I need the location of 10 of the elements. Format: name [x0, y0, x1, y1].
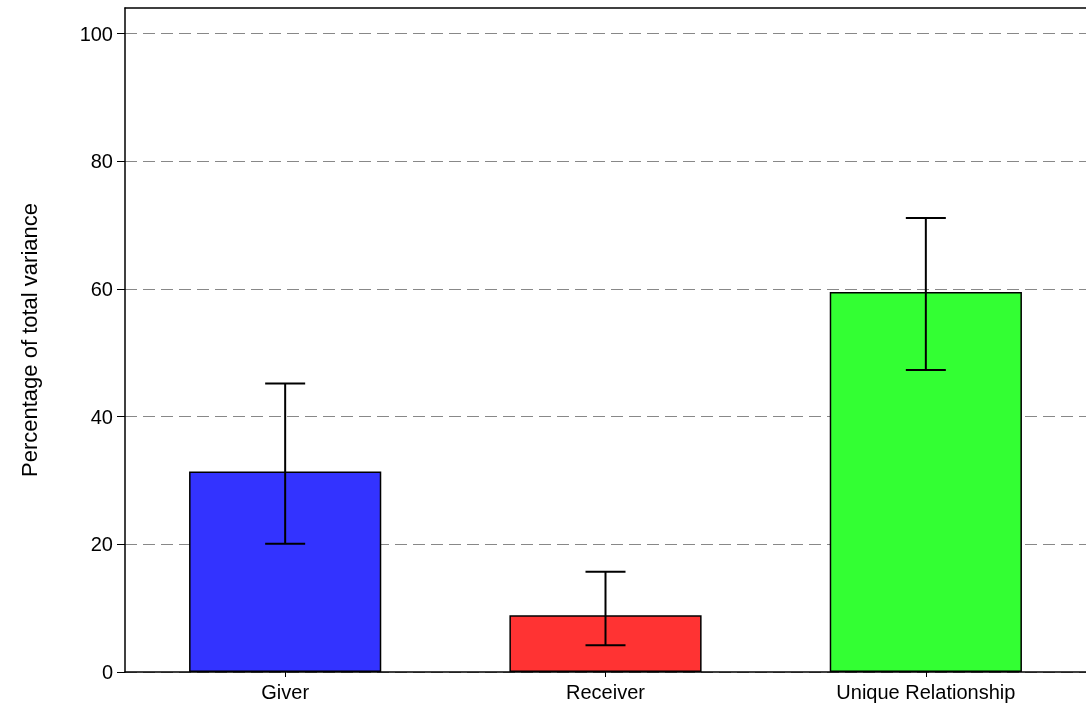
x-tick-label: Giver — [261, 681, 310, 703]
y-tick-label: 80 — [90, 150, 113, 173]
y-tick-label: 0 — [101, 661, 113, 683]
x-tick-label: Receiver — [566, 681, 646, 703]
y-tick-label: 100 — [79, 22, 113, 45]
x-tick-label: Unique Relationship — [836, 681, 1016, 703]
y-tick-label: 20 — [90, 533, 113, 556]
y-tick-label: 40 — [90, 405, 113, 428]
y-axis-title: Percentage of total variance — [16, 203, 42, 477]
y-tick-label: 60 — [90, 277, 113, 300]
